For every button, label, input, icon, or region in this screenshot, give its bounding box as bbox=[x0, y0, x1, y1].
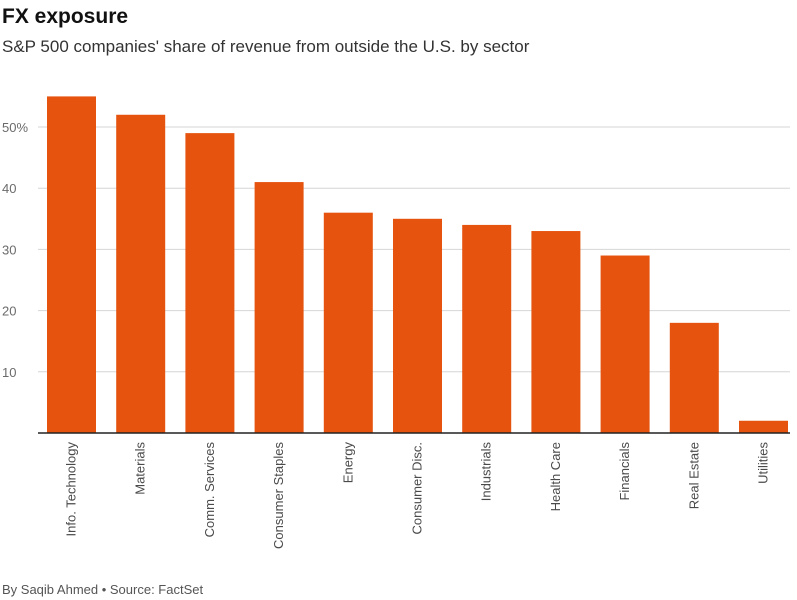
x-axis-labels: Info. Technology Materials Comm. Services C… bbox=[64, 442, 771, 549]
x-category-label: Utilities bbox=[756, 442, 771, 484]
bar-utilities bbox=[739, 420, 788, 433]
bar-materials bbox=[116, 114, 166, 433]
bar-real-estate bbox=[669, 322, 719, 433]
x-category-label: Health Care bbox=[548, 442, 563, 511]
bar-financials bbox=[600, 255, 650, 433]
chart-title: FX exposure bbox=[2, 5, 129, 28]
y-tick-label: 30 bbox=[2, 242, 16, 257]
bar-energy bbox=[323, 212, 373, 433]
y-axis-ticks: 10 20 30 40 50% bbox=[2, 120, 28, 380]
x-category-label: Financials bbox=[617, 442, 632, 501]
bar-info-technology bbox=[47, 96, 96, 434]
y-tick-label: 40 bbox=[2, 181, 16, 196]
y-tick-label: 10 bbox=[2, 365, 16, 380]
x-category-label: Real Estate bbox=[686, 442, 701, 509]
chart-subtitle: S&P 500 companies' share of revenue from… bbox=[2, 37, 530, 56]
bar-comm-services bbox=[185, 133, 235, 433]
bar-health-care bbox=[531, 231, 581, 433]
x-category-label: Industrials bbox=[479, 442, 494, 502]
x-category-label: Energy bbox=[340, 442, 355, 484]
x-category-label: Info. Technology bbox=[64, 442, 79, 537]
y-tick-label: 20 bbox=[2, 304, 16, 319]
bars bbox=[47, 96, 788, 434]
bar-chart: 10 20 30 40 50% Info. Technology Materials Com… bbox=[2, 96, 790, 549]
x-category-label: Materials bbox=[133, 442, 148, 495]
x-category-label: Consumer Disc. bbox=[410, 442, 425, 534]
source-credit: By Saqib Ahmed • Source: FactSet bbox=[2, 582, 204, 597]
x-category-label: Comm. Services bbox=[202, 442, 217, 538]
bar-industrials bbox=[462, 224, 512, 433]
y-tick-label: 50% bbox=[2, 120, 28, 135]
x-category-label: Consumer Staples bbox=[271, 442, 286, 549]
bar-consumer-staples bbox=[254, 182, 304, 433]
bar-consumer-disc bbox=[393, 218, 442, 433]
